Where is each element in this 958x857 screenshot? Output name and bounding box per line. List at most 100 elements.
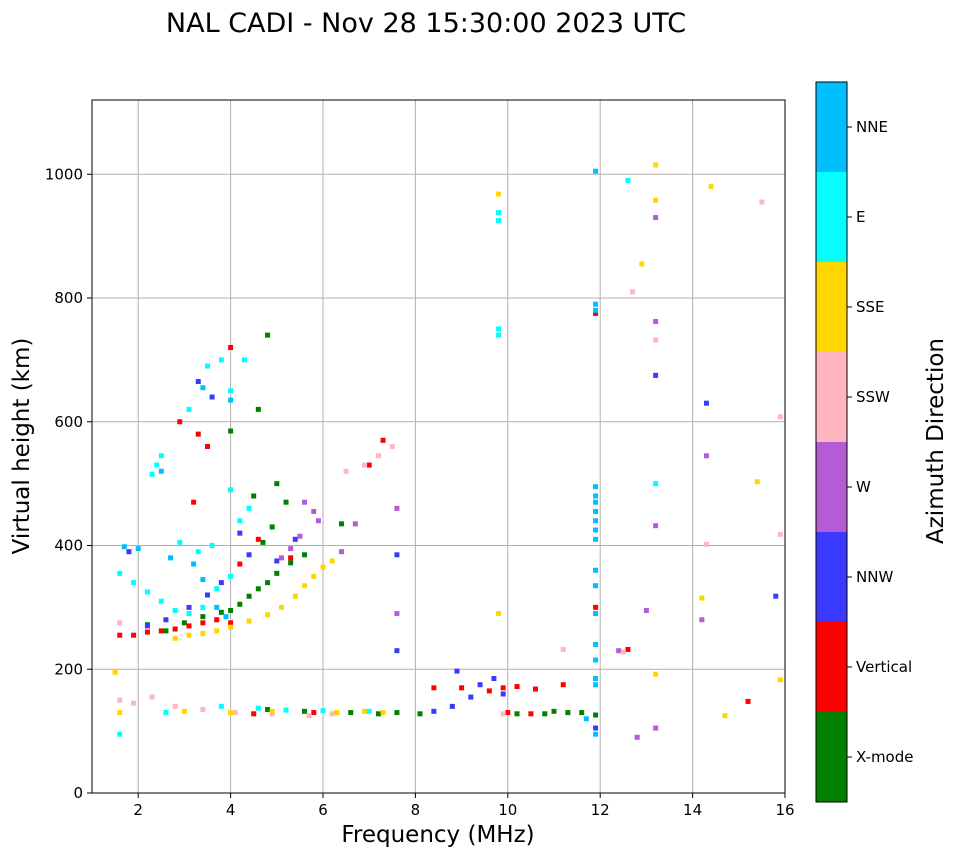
grid-lines [92, 100, 786, 794]
data-point [228, 345, 234, 350]
data-point [496, 332, 502, 338]
data-point [454, 668, 460, 674]
data-point [754, 479, 760, 485]
y-tick-label: 600 [54, 413, 83, 431]
x-tick-label: 14 [683, 801, 702, 819]
data-point [593, 508, 599, 514]
data-point [477, 682, 483, 688]
data-point [593, 536, 599, 542]
data-point [274, 558, 280, 564]
data-point [703, 541, 709, 547]
data-point [699, 595, 705, 601]
data-point [653, 523, 659, 529]
data-point [237, 601, 243, 607]
data-point [496, 611, 502, 617]
data-point [228, 624, 234, 630]
data-point [653, 725, 659, 731]
data-point [246, 505, 252, 511]
x-tick-label: 8 [411, 801, 421, 819]
y-axis-label: Virtual height (km) [9, 338, 35, 555]
data-point [338, 521, 344, 527]
data-point [560, 682, 566, 688]
data-point [200, 577, 206, 583]
data-point [653, 319, 659, 325]
colorbar-swatch [816, 712, 847, 802]
data-point [149, 694, 155, 700]
data-point [274, 570, 280, 576]
data-point [593, 567, 599, 573]
data-point [214, 617, 220, 623]
colorbar-category-label: W [856, 478, 871, 496]
data-point [269, 524, 275, 530]
data-point [265, 612, 271, 618]
data-point [593, 499, 599, 505]
x-axis-label: Frequency (MHz) [341, 822, 534, 848]
data-point [283, 707, 289, 713]
data-point [375, 711, 381, 717]
data-point [181, 620, 187, 626]
data-point [593, 301, 599, 307]
colorbar-swatch [816, 172, 847, 262]
data-point [306, 713, 312, 719]
data-point [144, 589, 150, 595]
data-point [593, 731, 599, 737]
x-tick-label: 16 [775, 801, 794, 819]
data-point [144, 629, 150, 635]
data-point [616, 648, 622, 654]
data-point [653, 337, 659, 343]
data-point [205, 363, 210, 369]
data-point [177, 539, 183, 545]
series-nne [121, 168, 599, 737]
data-point [274, 481, 280, 487]
data-point [431, 708, 437, 714]
data-point [394, 611, 400, 617]
colorbar-category-label: SSE [856, 298, 885, 316]
data-point [302, 499, 308, 505]
colorbar-category-label: Vertical [856, 658, 912, 676]
data-point [496, 191, 502, 197]
data-point [265, 332, 271, 338]
x-tick-label: 12 [591, 801, 610, 819]
data-point [311, 710, 317, 716]
data-point [514, 711, 520, 717]
data-point [288, 546, 294, 552]
data-point [505, 710, 511, 716]
series-ssw [117, 199, 783, 719]
data-point [200, 630, 206, 636]
data-point [496, 326, 502, 332]
y-tick-label: 1000 [45, 165, 83, 183]
y-axis-ticks: 0 200 400 600 800 1000 [45, 165, 92, 802]
data-point [366, 462, 372, 468]
data-point [625, 177, 631, 183]
data-point [214, 628, 220, 634]
data-point [251, 711, 257, 717]
series-sse [112, 162, 783, 719]
data-point [579, 710, 585, 716]
series-vertical [117, 310, 751, 717]
data-point [260, 539, 266, 545]
data-point [653, 372, 659, 378]
colorbar-category-label: NNW [856, 568, 893, 586]
data-point [703, 453, 709, 459]
data-point [144, 623, 150, 629]
data-point [112, 669, 118, 675]
data-point [126, 549, 132, 555]
colorbar-category-label: E [856, 208, 865, 226]
data-point [186, 406, 192, 412]
data-point [246, 618, 252, 624]
data-point [172, 607, 178, 613]
data-point [177, 419, 183, 425]
data-point [468, 694, 474, 700]
data-point [491, 676, 497, 682]
data-point [380, 710, 386, 716]
data-point [131, 580, 137, 586]
data-point [315, 518, 321, 524]
data-point [551, 708, 557, 714]
data-point [163, 710, 169, 716]
colorbar-category-label: X-mode [856, 748, 913, 766]
data-point [232, 710, 238, 716]
data-point [703, 400, 709, 406]
data-point [205, 592, 210, 598]
data-point [255, 705, 261, 711]
data-point [121, 544, 127, 550]
